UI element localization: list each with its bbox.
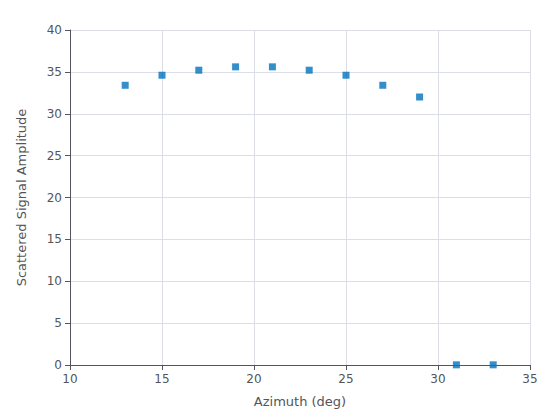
- svg-text:25: 25: [338, 372, 353, 386]
- svg-text:0: 0: [54, 358, 62, 372]
- svg-text:Scattered Signal Amplitude: Scattered Signal Amplitude: [14, 109, 29, 287]
- svg-text:5: 5: [54, 316, 62, 330]
- svg-text:40: 40: [47, 23, 62, 37]
- svg-text:10: 10: [47, 274, 62, 288]
- svg-text:20: 20: [47, 191, 62, 205]
- svg-text:30: 30: [47, 107, 62, 121]
- svg-text:35: 35: [47, 65, 62, 79]
- svg-text:10: 10: [62, 372, 77, 386]
- svg-text:15: 15: [154, 372, 169, 386]
- svg-text:15: 15: [47, 232, 62, 246]
- svg-text:Azimuth (deg): Azimuth (deg): [254, 394, 346, 409]
- svg-text:35: 35: [522, 372, 537, 386]
- svg-text:30: 30: [430, 372, 445, 386]
- svg-text:20: 20: [246, 372, 261, 386]
- svg-text:25: 25: [47, 149, 62, 163]
